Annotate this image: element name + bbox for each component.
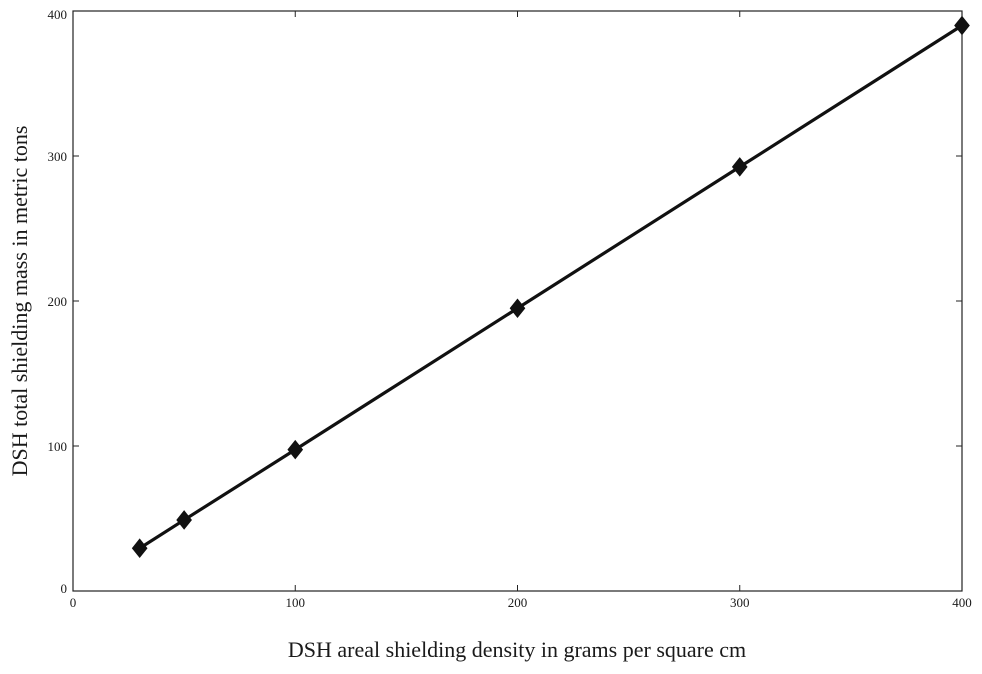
y-tick-label: 200: [48, 294, 68, 309]
data-point-marker: [287, 439, 304, 460]
x-tick-label: 100: [286, 595, 306, 610]
x-tick-label: 0: [70, 595, 77, 610]
data-point-marker: [509, 298, 526, 319]
x-tick-label: 400: [952, 595, 972, 610]
y-tick-label: 100: [48, 439, 68, 454]
ticks-layer: 0 100 200 300 400 0 100 200 300 400: [48, 7, 972, 610]
y-tick-label: 0: [61, 581, 68, 596]
y-tick-label: 300: [48, 149, 68, 164]
data-point-marker: [731, 157, 748, 177]
data-point-marker: [954, 15, 970, 36]
data-point-marker: [176, 510, 192, 530]
x-axis-title: DSH areal shielding density in grams per…: [288, 637, 746, 662]
x-tick-label: 200: [508, 595, 528, 610]
y-tick-label: 400: [48, 7, 68, 22]
y-axis-title: DSH total shielding mass in metric tons: [7, 126, 32, 477]
series-line: [138, 23, 964, 550]
data-point-marker: [131, 538, 148, 559]
series-layer: [131, 15, 970, 559]
x-tick-label: 300: [730, 595, 750, 610]
